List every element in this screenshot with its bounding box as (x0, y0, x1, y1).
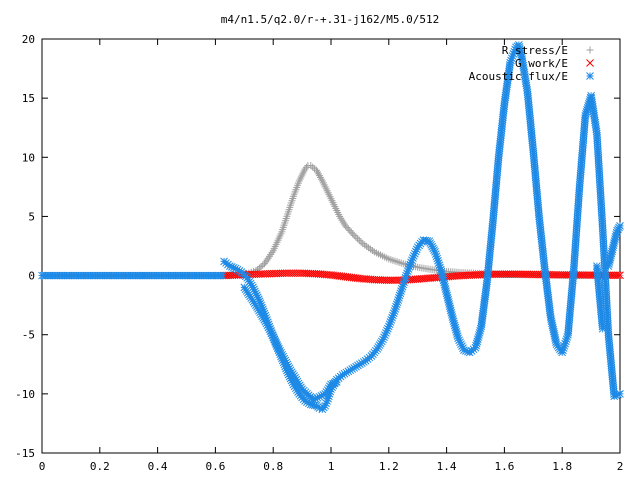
data-point (301, 165, 309, 173)
axes: 0 0.2 0.4 0.6 0.8 1 1.2 1.4 1.6 1.8 2 -15 -10 -5 0 5 10 1… (15, 33, 623, 473)
data-point (350, 231, 358, 239)
x-tick-label: 2 (617, 460, 624, 473)
x-tick-label: 1.2 (379, 460, 399, 473)
x-tick-label: 0.2 (90, 460, 110, 473)
data-point (586, 72, 594, 80)
data-point (347, 228, 355, 236)
x-tick-label: 0.8 (263, 460, 283, 473)
data-point (616, 271, 624, 280)
x-tick-label: 1 (328, 460, 335, 473)
data-point (341, 222, 349, 230)
data-point (586, 59, 594, 67)
y-tick-label: 20 (22, 33, 35, 46)
data-point (614, 271, 622, 280)
legend-label: Acoustic flux/E (469, 70, 568, 83)
data-point (355, 236, 363, 244)
x-tick-label: 1.4 (437, 460, 457, 473)
series-g-work-e (220, 269, 624, 285)
data-point (352, 233, 360, 241)
chart-title: m4/n1.5/q2.0/r-+.31-j162/M5.0/512 (221, 13, 440, 26)
data-point (343, 223, 351, 231)
series-acoustic-flux-baseline (38, 271, 227, 280)
data-point (314, 168, 322, 176)
data-point (598, 324, 607, 333)
y-tick-label: 15 (22, 92, 35, 105)
data-point (354, 235, 362, 243)
data-point (302, 163, 310, 171)
x-tick-label: 0 (39, 460, 46, 473)
y-tick-label: 5 (28, 210, 35, 223)
data-point (332, 378, 341, 386)
data-point (586, 46, 594, 54)
series-layer (38, 41, 624, 414)
x-tick-label: 0.4 (148, 460, 168, 473)
data-point (316, 173, 324, 181)
data-point (315, 172, 323, 180)
x-tick-label: 1.6 (494, 460, 514, 473)
data-point (218, 271, 227, 280)
y-tick-label: -15 (15, 447, 35, 460)
y-tick-label: -10 (15, 388, 35, 401)
data-point (346, 227, 354, 235)
series-acoustic-flux-e (139, 41, 624, 414)
data-point (616, 222, 624, 230)
data-point (616, 390, 624, 398)
y-tick-label: 10 (22, 151, 35, 164)
data-point (257, 263, 265, 271)
series-r-stress-e (220, 162, 624, 280)
legend-label: G work/E (515, 57, 568, 70)
y-tick-label: 0 (28, 270, 35, 283)
data-point (344, 225, 352, 233)
data-point (317, 175, 325, 183)
x-tick-label: 1.8 (552, 460, 572, 473)
x-tick-label: 0.6 (205, 460, 225, 473)
data-point (313, 166, 321, 174)
data-point (357, 238, 365, 246)
y-tick-label: -5 (22, 329, 35, 342)
data-point (314, 170, 322, 178)
data-point (349, 230, 357, 238)
data-point (309, 163, 317, 171)
data-point (259, 261, 267, 269)
legend-label: R stress/E (502, 44, 568, 57)
data-point (255, 264, 263, 272)
